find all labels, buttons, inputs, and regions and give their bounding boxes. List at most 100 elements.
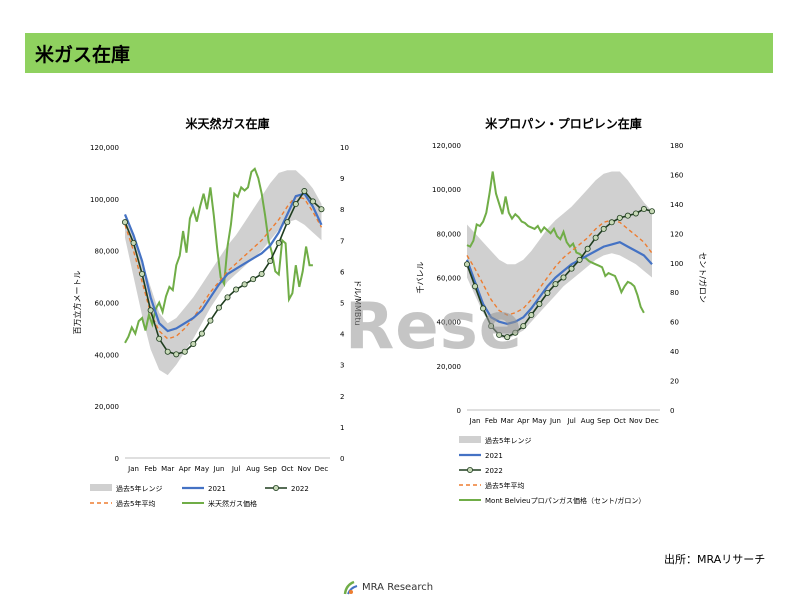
y2-tick-label: 4	[340, 331, 345, 339]
series-2022-marker	[576, 256, 583, 263]
y-tick-label: 80,000	[95, 248, 120, 256]
y2-tick-label: 180	[670, 142, 683, 150]
legend-item: 米天然ガス価格	[208, 499, 257, 508]
series-2022-marker	[472, 283, 479, 290]
series-2022-marker	[275, 239, 282, 246]
series-2022-marker	[122, 219, 129, 226]
x-tick-label: Oct	[281, 465, 293, 473]
series-avg-line	[124, 195, 323, 340]
series-2022-marker	[139, 270, 146, 277]
series-2022-marker	[130, 239, 137, 246]
y2-tick-label: 60	[670, 319, 679, 327]
legend-swatch-2022-marker	[467, 466, 474, 473]
series-2022-marker	[608, 219, 615, 226]
series-2022-marker	[648, 208, 655, 215]
y-tick-label: 100,000	[432, 186, 461, 194]
y2-tick-label: 8	[340, 206, 344, 214]
y2-tick-label: 7	[340, 237, 344, 245]
x-tick-label: Apr	[179, 465, 191, 473]
y-tick-label: 60,000	[437, 275, 462, 283]
y2-axis-label: セント/ガロン	[698, 252, 708, 303]
legend-item: 過去5年平均	[485, 481, 524, 490]
series-2022-marker	[568, 265, 575, 272]
series-2022-marker	[156, 335, 163, 342]
legend-item: 過去5年レンジ	[116, 484, 162, 493]
x-tick-label: Jul	[231, 465, 241, 473]
series-2022-marker	[207, 317, 214, 324]
y2-tick-label: 0	[670, 407, 674, 415]
series-range-band	[125, 170, 322, 376]
y-tick-label: 20,000	[95, 403, 120, 411]
x-tick-label: May	[195, 465, 209, 473]
series-2021-line	[123, 192, 323, 333]
x-tick-label: Feb	[144, 465, 157, 473]
series-2022-marker	[164, 348, 171, 355]
series-2022-marker	[301, 188, 308, 195]
series-2021-line	[465, 241, 653, 326]
source-note: 出所：MRAリサーチ	[664, 553, 766, 566]
series-2022-marker	[528, 312, 535, 319]
legend-item: Mont Belvieuプロパンガス価格（セント/ガロン）	[485, 496, 645, 505]
x-tick-label: Feb	[485, 417, 498, 425]
series-2022-marker	[584, 245, 591, 252]
legend-item: 2021	[208, 485, 226, 493]
y-tick-label: 0	[457, 407, 461, 415]
x-tick-label: Nov	[629, 417, 643, 425]
legend-item: 2022	[485, 467, 503, 475]
series-2022-marker	[552, 281, 559, 288]
y-tick-label: 20,000	[437, 363, 462, 371]
y2-tick-label: 0	[340, 455, 344, 463]
series-2022-marker	[624, 212, 631, 219]
series-2022-marker	[198, 330, 205, 337]
x-tick-label: Jan	[469, 417, 481, 425]
y2-tick-label: 1	[340, 424, 344, 432]
y2-tick-label: 3	[340, 362, 344, 370]
y2-tick-label: 160	[670, 171, 683, 179]
series-2022-marker	[233, 286, 240, 293]
series-2022-marker	[224, 294, 231, 301]
y2-tick-label: 40	[670, 348, 679, 356]
series-2022-marker	[267, 258, 274, 265]
y2-tick-label: 10	[340, 144, 349, 152]
x-tick-label: Apr	[517, 417, 529, 425]
series-2022-marker	[173, 351, 180, 358]
x-tick-label: Nov	[298, 465, 312, 473]
x-tick-label: Mar	[501, 417, 514, 425]
legend-item: 2021	[485, 452, 503, 460]
x-tick-label: Dec	[315, 465, 329, 473]
y2-tick-label: 2	[340, 393, 344, 401]
x-tick-label: Dec	[645, 417, 659, 425]
series-2022-marker	[190, 340, 197, 347]
x-tick-label: Jun	[212, 465, 224, 473]
series-2022-line	[124, 189, 323, 356]
y-tick-label: 100,000	[90, 196, 119, 204]
series-2022-marker	[632, 210, 639, 217]
series-2022-marker	[215, 304, 222, 311]
series-2022-marker	[520, 323, 527, 330]
y2-tick-label: 5	[340, 300, 344, 308]
legend-item: 過去5年レンジ	[485, 436, 531, 445]
y2-tick-label: 80	[670, 289, 679, 297]
series-2022-marker	[250, 276, 257, 283]
x-tick-label: Sep	[597, 417, 611, 425]
legend-swatch-2022-marker	[272, 484, 279, 491]
y2-axis-label: ドル/MMBtu	[353, 279, 362, 325]
legend-item: 2022	[291, 485, 309, 493]
legend-swatch-range	[90, 484, 112, 491]
logo-name: MRA Research	[362, 582, 434, 593]
x-tick-label: Aug	[246, 465, 260, 473]
series-2022-marker	[512, 329, 519, 336]
series-range-band	[467, 171, 652, 340]
chart-propane-inventory: 米プロパン・プロピレン在庫 0 20,000 40,000 60,000 80,000 10…	[415, 116, 708, 505]
y-tick-label: 80,000	[437, 230, 462, 238]
y2-tick-label: 100	[670, 260, 683, 268]
y-tick-label: 0	[115, 455, 119, 463]
y2-tick-label: 6	[340, 268, 345, 276]
chart-title: 米プロパン・プロピレン在庫	[485, 116, 642, 131]
series-2022-marker	[560, 274, 567, 281]
series-2022-marker	[544, 289, 551, 296]
series-2022-marker	[147, 307, 154, 314]
series-2022-marker	[536, 300, 543, 307]
series-2022-marker	[318, 206, 325, 213]
series-2022-marker	[292, 201, 299, 208]
